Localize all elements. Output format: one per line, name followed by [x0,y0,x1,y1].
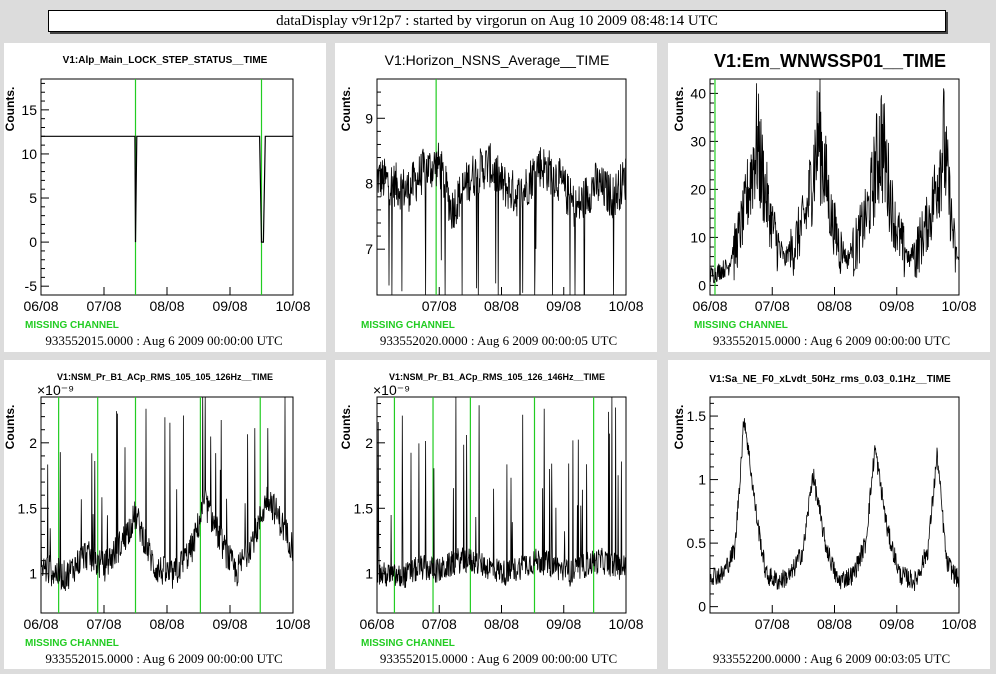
chart-title-1: V1:Alp_Main_LOCK_STEP_STATUS__TIME [63,55,268,66]
x-tick-label-3-4: 10/08 [941,298,976,314]
x-tick-label-3-0: 06/08 [692,298,727,314]
y-axis-label-6: Counts. [672,405,686,450]
y-tick-label-1-4: 15 [21,102,37,118]
timestamp-footer-3: 933552015.0000 : Aug 6 2009 00:00:00 UTC [713,333,950,348]
y-tick-label-5-2: 2 [365,435,373,451]
y-tick-label-3-0: 0 [698,277,706,293]
x-tick-label-6-1: 08/08 [817,616,852,632]
x-tick-label-6-0: 07/08 [755,616,790,632]
chart-title-5: V1:NSM_Pr_B1_ACp_RMS_105_126_146Hz__TIME [389,372,605,382]
x-tick-label-4-3: 09/08 [212,616,247,632]
timestamp-footer-5: 933552015.0000 : Aug 6 2009 00:00:00 UTC [380,651,617,666]
y-tick-label-3-3: 30 [690,133,706,149]
x-tick-label-4-0: 06/08 [23,616,58,632]
missing-channel-label-1: MISSING CHANNEL [25,320,119,331]
x-tick-label-3-3: 09/08 [879,298,914,314]
x-tick-label-3-1: 07/08 [755,298,790,314]
chart-title-4: V1:NSM_Pr_B1_ACp_RMS_105_105_126Hz__TIME [57,372,273,382]
y-tick-label-6-0: 0 [698,599,706,615]
window-title: dataDisplay v9r12p7 : started by virgoru… [48,10,946,32]
y-tick-label-3-1: 10 [690,229,706,245]
y-tick-label-3-4: 40 [690,85,706,101]
y-tick-label-2-1: 8 [365,176,373,192]
series-line-1 [41,135,293,243]
y-tick-label-1-2: 5 [29,190,37,206]
chart-title-2: V1:Horizon_NSNS_Average__TIME [385,52,610,68]
y-axis-label-3: Counts. [672,87,686,132]
y-tick-label-1-3: 10 [21,146,37,162]
chart-panel-1 [4,43,326,352]
y-scale-label-4: ×10⁻⁹ [37,382,74,398]
y-scale-label-5: ×10⁻⁹ [373,382,410,398]
y-tick-label-4-1: 1.5 [18,500,38,516]
chart-title-6: V1:Sa_NE_F0_xLvdt_50Hz_rms_0.03_0.1Hz__T… [709,374,951,385]
x-tick-label-1-3: 09/08 [212,298,247,314]
x-tick-label-1-1: 07/08 [86,298,121,314]
y-tick-label-5-0: 1 [365,566,373,582]
y-axis-label-4: Counts. [3,405,17,450]
y-tick-label-4-2: 2 [29,435,37,451]
x-tick-label-1-0: 06/08 [23,298,58,314]
chart-panel-5 [335,360,657,669]
x-tick-label-5-2: 08/08 [484,616,519,632]
x-tick-label-6-2: 09/08 [879,616,914,632]
y-tick-label-2-2: 9 [365,110,373,126]
series-line-3 [709,78,960,284]
x-tick-label-5-3: 09/08 [546,616,581,632]
plot-frame-6 [709,396,960,614]
chart-panel-6 [668,360,990,669]
timestamp-footer-6: 933552200.0000 : Aug 6 2009 00:03:05 UTC [713,651,950,666]
x-tick-label-2-2: 09/08 [546,298,581,314]
x-tick-label-4-4: 10/08 [275,616,310,632]
series-line-4 [40,396,294,591]
y-tick-label-3-2: 20 [690,181,706,197]
x-tick-label-2-0: 07/08 [422,298,457,314]
x-tick-label-4-2: 08/08 [149,616,184,632]
x-tick-label-2-1: 08/08 [484,298,519,314]
missing-channel-label-3: MISSING CHANNEL [694,320,788,331]
series-line-2 [376,142,627,296]
timestamp-footer-2: 933552020.0000 : Aug 6 2009 00:00:05 UTC [380,333,617,348]
y-axis-label-5: Counts. [339,405,353,450]
y-tick-label-5-1: 1.5 [354,500,374,516]
x-tick-label-5-1: 07/08 [422,616,457,632]
missing-channel-label-2: MISSING CHANNEL [361,320,455,331]
missing-channel-label-5: MISSING CHANNEL [361,638,455,649]
x-tick-label-2-3: 10/08 [608,298,643,314]
y-axis-label-1: Counts. [3,87,17,132]
x-tick-label-3-2: 08/08 [817,298,852,314]
timestamp-footer-1: 933552015.0000 : Aug 6 2009 00:00:00 UTC [45,333,282,348]
chart-title-3: V1:Em_WNWSSP01__TIME [714,51,946,71]
y-tick-label-6-2: 1 [698,472,706,488]
x-tick-label-5-0: 06/08 [359,616,394,632]
y-tick-label-4-0: 1 [29,566,37,582]
x-tick-label-5-4: 10/08 [608,616,643,632]
y-axis-label-2: Counts. [339,87,353,132]
plot-frame-1 [40,78,294,296]
y-tick-label-6-3: 1.5 [687,408,707,424]
y-tick-label-2-0: 7 [365,241,373,257]
missing-channel-label-4: MISSING CHANNEL [25,638,119,649]
x-tick-label-6-3: 10/08 [941,616,976,632]
y-tick-label-6-1: 0.5 [687,535,707,551]
series-line-6 [709,418,960,592]
y-tick-label-1-0: -5 [25,278,38,294]
series-line-5 [376,396,627,588]
y-tick-label-1-1: 0 [29,234,37,250]
x-tick-label-1-2: 08/08 [149,298,184,314]
timestamp-footer-4: 933552015.0000 : Aug 6 2009 00:00:00 UTC [45,651,282,666]
x-tick-label-1-4: 10/08 [275,298,310,314]
x-tick-label-4-1: 07/08 [86,616,121,632]
